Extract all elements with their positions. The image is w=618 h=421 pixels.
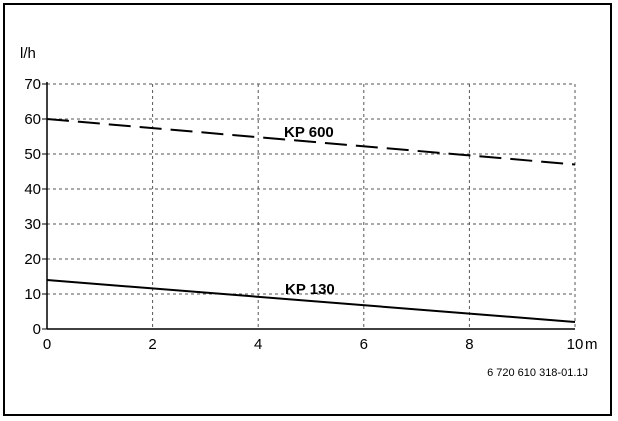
- x-tick-label-6: 6: [360, 336, 368, 353]
- series-line-kp130: [46, 279, 576, 323]
- x-axis-unit: m: [585, 336, 598, 353]
- figure-id-note: 6 720 610 318-01.1J: [487, 367, 588, 379]
- axes: [42, 82, 575, 330]
- grid: [47, 83, 576, 329]
- y-tick-label-50: 50: [24, 146, 41, 163]
- x-tick-label-0: 0: [43, 336, 51, 353]
- series-lines: [46, 118, 576, 323]
- y-tick-label-70: 70: [24, 76, 41, 93]
- y-tick-label-60: 60: [24, 111, 41, 128]
- x-tick-label-2: 2: [148, 336, 156, 353]
- y-tick-label-40: 40: [24, 181, 41, 198]
- chart-frame: [3, 3, 612, 416]
- x-tick-label-10: 10: [567, 336, 584, 353]
- x-tick-label-8: 8: [465, 336, 473, 353]
- series-line-kp600: [46, 118, 576, 166]
- y-tick-label-10: 10: [24, 286, 41, 303]
- y-axis-label: l/h: [20, 45, 36, 62]
- y-tick-label-0: 0: [33, 321, 41, 338]
- y-tick-label-30: 30: [24, 216, 41, 233]
- y-tick-label-20: 20: [24, 251, 41, 268]
- x-tick-label-4: 4: [254, 336, 262, 353]
- series-label-kp600: KP 600: [284, 124, 334, 141]
- series-label-kp130: KP 130: [285, 281, 335, 298]
